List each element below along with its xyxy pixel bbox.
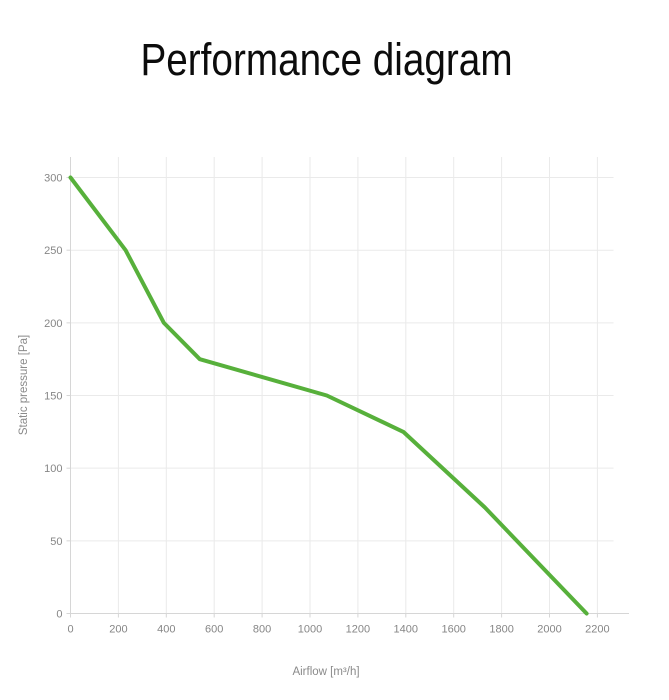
y-tick-label: 150 [44, 391, 62, 403]
performance-curve [68, 175, 589, 616]
x-axis-title: Airflow [m³/h] [292, 666, 359, 678]
x-tick-label: 0 [67, 624, 73, 636]
x-tick-label: 600 [205, 624, 223, 636]
y-tick-label: 100 [44, 463, 62, 475]
grid-lines [70, 157, 614, 614]
x-tick-label: 1200 [346, 624, 370, 636]
x-tick-label: 400 [157, 624, 175, 636]
x-tick-label: 1600 [441, 624, 465, 636]
x-tick-label: 1000 [298, 624, 322, 636]
x-tick-label: 1400 [394, 624, 418, 636]
axes [66, 157, 629, 618]
y-tick-label: 250 [44, 245, 62, 257]
y-tick-label: 300 [44, 173, 62, 185]
y-tick-label: 200 [44, 318, 62, 330]
y-axis-title: Static pressure [Pa] [18, 335, 30, 435]
curve-line [68, 175, 589, 616]
y-tick-label: 50 [50, 536, 62, 548]
x-tick-label: 2000 [537, 624, 561, 636]
x-tick-label: 200 [109, 624, 127, 636]
x-tick-label: 2200 [585, 624, 609, 636]
y-tick-label: 0 [56, 609, 62, 621]
tick-labels: 0 200 400 600 800 1000 1200 1400 1600 1800 2000 220… [44, 173, 610, 636]
chart-title: Performance diagram [140, 34, 513, 85]
x-tick-label: 1800 [489, 624, 513, 636]
x-tick-label: 800 [253, 624, 271, 636]
